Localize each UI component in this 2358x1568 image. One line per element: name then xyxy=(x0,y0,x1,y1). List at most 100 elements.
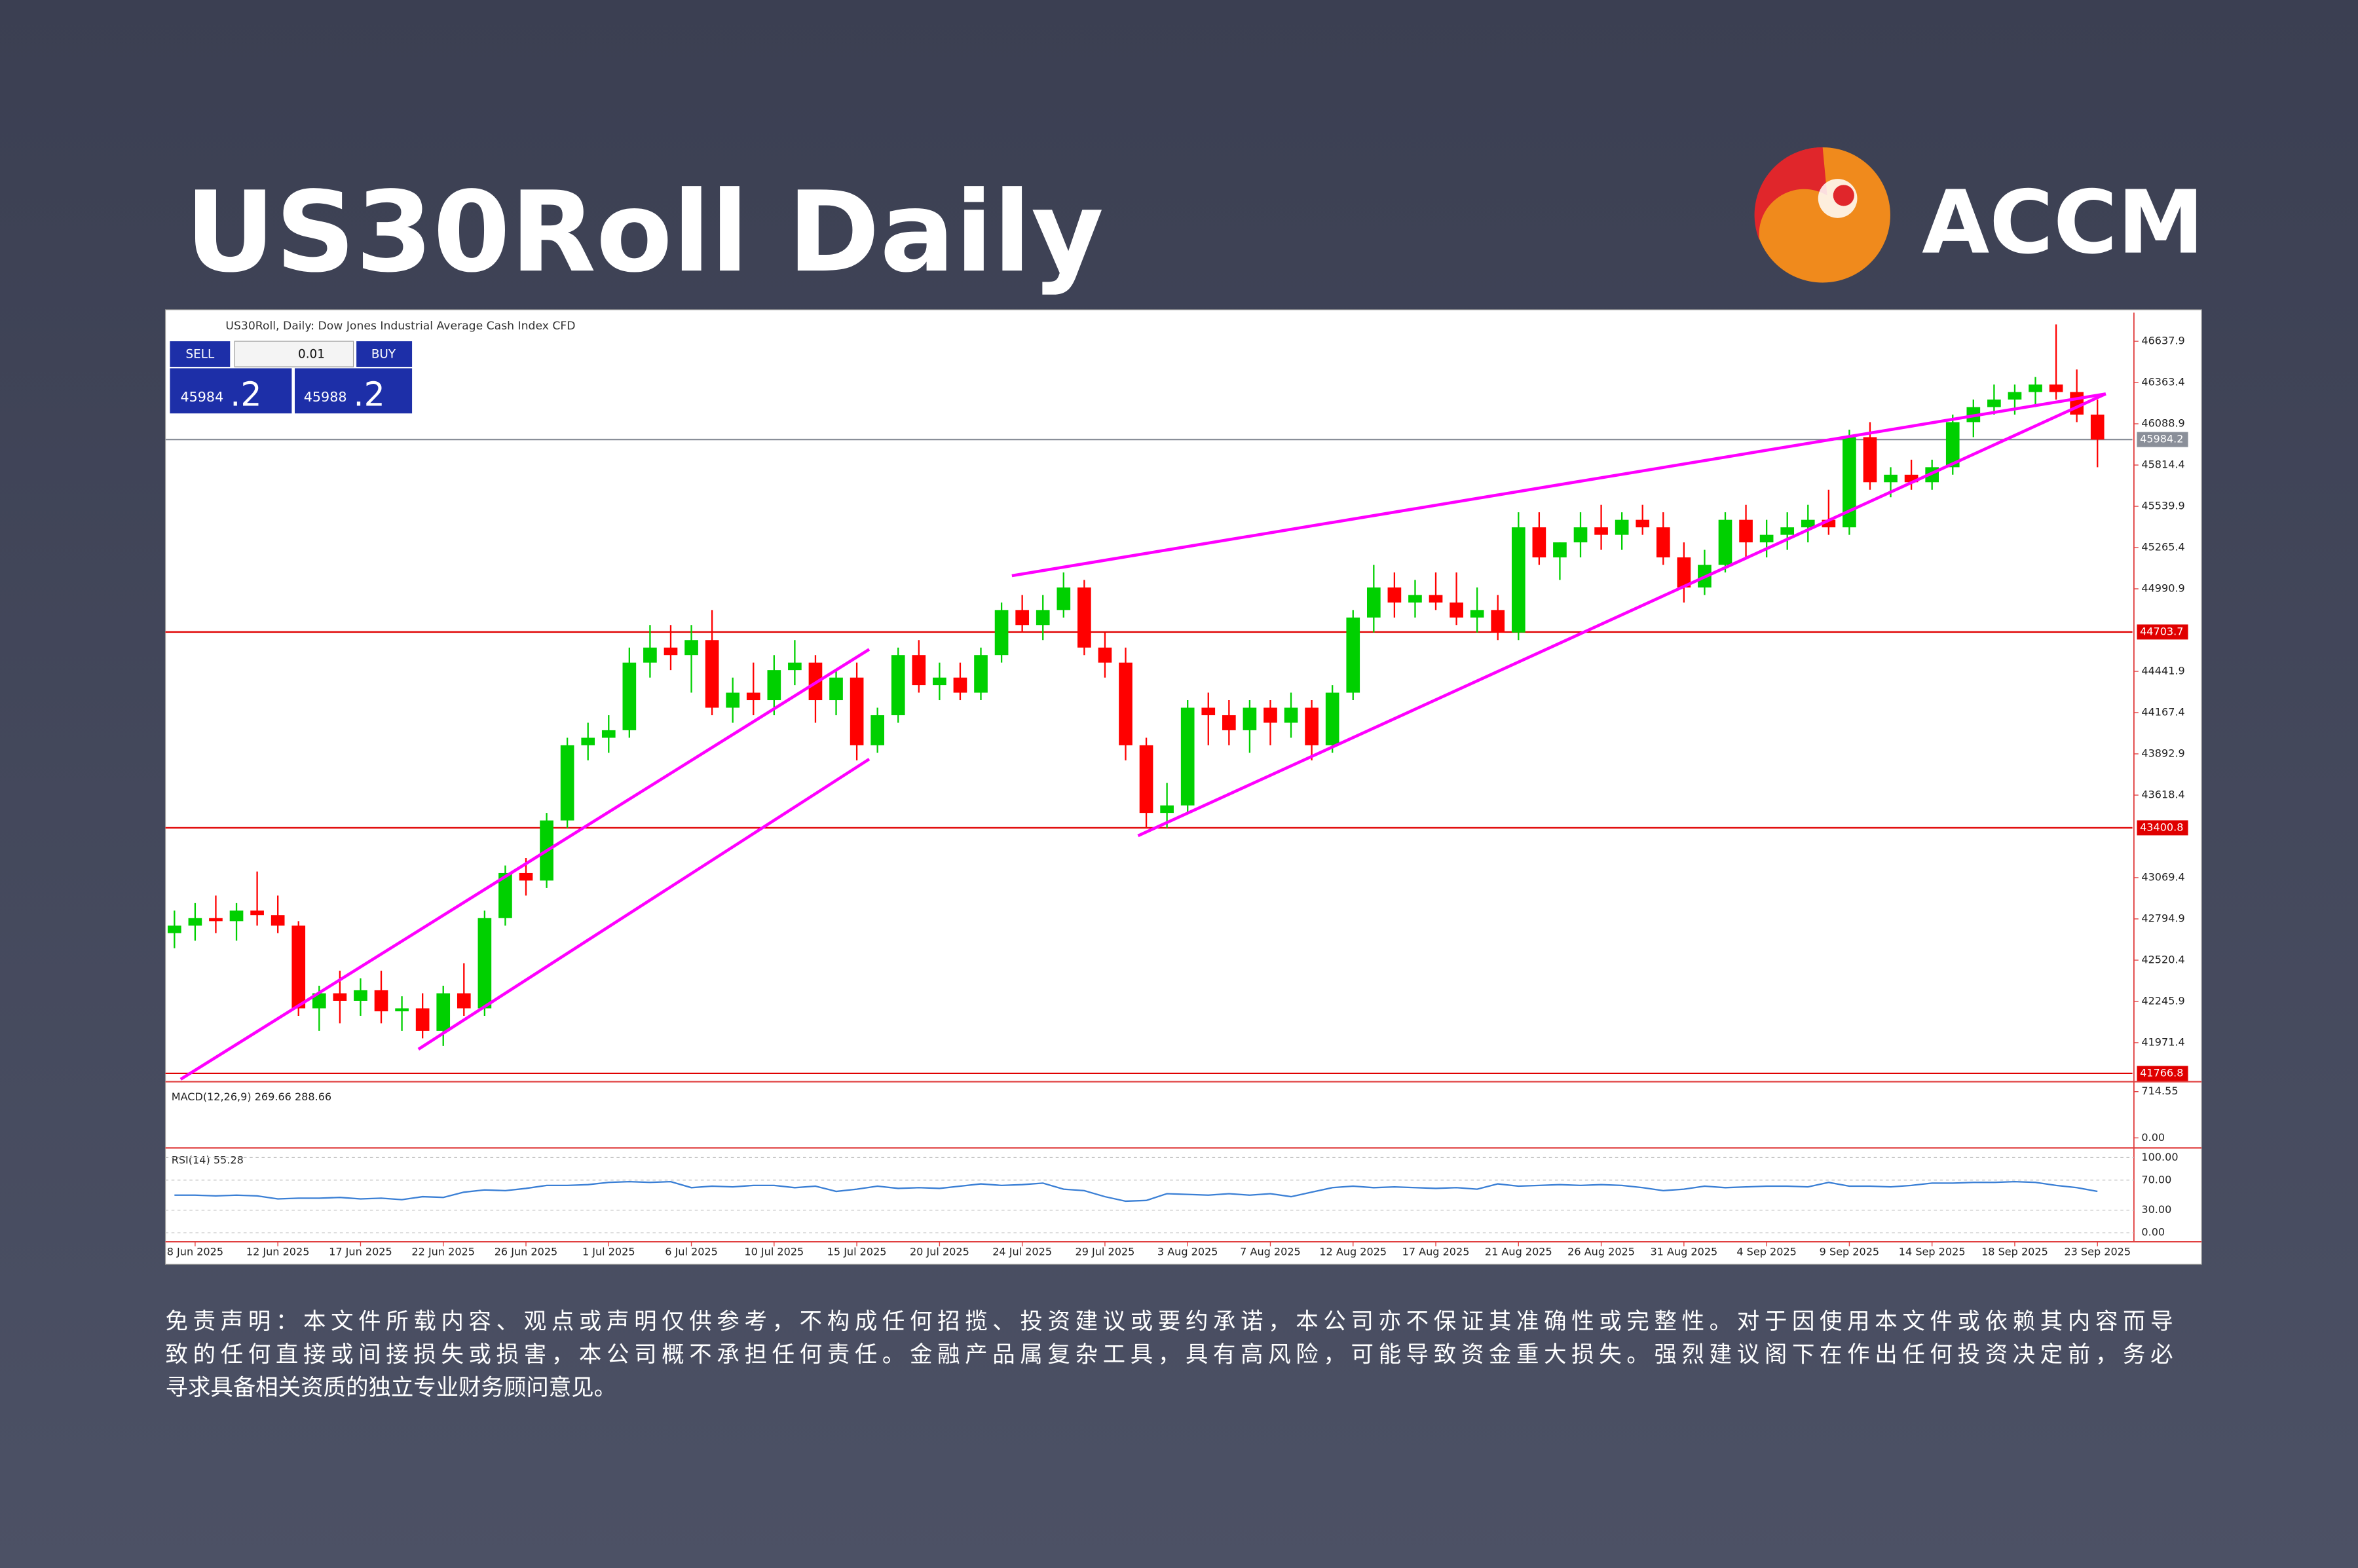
level-label: 43400.8 xyxy=(2140,821,2183,833)
candle-body xyxy=(1057,587,1071,610)
bid-price: 45984 xyxy=(181,389,224,405)
candle-body xyxy=(1511,527,1525,633)
x-tick-label: 6 Jul 2025 xyxy=(665,1245,718,1258)
candle-body xyxy=(1366,587,1381,618)
y-tick-label: 0.00 xyxy=(2141,1226,2165,1239)
candle-body xyxy=(684,640,698,656)
candle-body xyxy=(415,1008,430,1031)
y-tick-label: 46363.4 xyxy=(2141,376,2184,388)
x-tick-label: 31 Aug 2025 xyxy=(1650,1245,1717,1258)
x-tick-label: 29 Jul 2025 xyxy=(1076,1245,1135,1258)
candle-body xyxy=(1077,587,1091,648)
y-tick-label: 45539.9 xyxy=(2141,500,2184,512)
candle-body xyxy=(1305,707,1319,745)
logo xyxy=(1754,147,1890,283)
candle-body xyxy=(229,910,244,922)
x-tick-label: 21 Aug 2025 xyxy=(1485,1245,1552,1258)
x-tick-label: 10 Jul 2025 xyxy=(744,1245,804,1258)
y-tick-label: 44167.4 xyxy=(2141,705,2184,718)
candle-body xyxy=(498,872,512,918)
y-tick-label: 46088.9 xyxy=(2141,417,2184,430)
candle-body xyxy=(519,872,533,881)
bid-box xyxy=(170,368,292,414)
candle-body xyxy=(477,918,492,1009)
candle-body xyxy=(994,610,1009,656)
y-tick-label: 43618.4 xyxy=(2141,788,2184,800)
x-tick-label: 14 Sep 2025 xyxy=(1899,1245,1966,1258)
y-tick-label: 70.00 xyxy=(2141,1173,2171,1185)
candle-body xyxy=(1863,437,1877,483)
logo-text: ACCM xyxy=(1922,172,2204,274)
candle-body xyxy=(1801,519,1815,528)
candle-body xyxy=(1015,610,1029,625)
candle-body xyxy=(250,910,264,916)
y-tick-label: 43892.9 xyxy=(2141,747,2184,759)
y-tick-label: 42520.4 xyxy=(2141,953,2184,965)
x-tick-label: 20 Jul 2025 xyxy=(910,1245,969,1258)
candle-body xyxy=(1553,542,1567,558)
candle-body xyxy=(1491,610,1505,633)
buy-label[interactable]: BUY xyxy=(371,348,396,362)
bid-fraction: .2 xyxy=(230,375,261,414)
candle-body xyxy=(2008,392,2022,400)
macd-title: MACD(12,26,9) 269.66 288.66 xyxy=(172,1091,331,1103)
y-tick-label: 30.00 xyxy=(2141,1203,2171,1216)
lot-box[interactable] xyxy=(234,341,354,367)
y-tick-label: 0.00 xyxy=(2141,1131,2165,1144)
x-tick-label: 24 Jul 2025 xyxy=(992,1245,1052,1258)
x-tick-label: 26 Jun 2025 xyxy=(495,1245,558,1258)
candle-body xyxy=(312,993,326,1009)
level-label: 45984.2 xyxy=(2140,433,2183,445)
x-tick-label: 7 Aug 2025 xyxy=(1240,1245,1301,1258)
candle-body xyxy=(1904,474,1918,483)
candle-body xyxy=(1470,610,1484,618)
candle-body xyxy=(664,647,678,656)
x-tick-label: 23 Sep 2025 xyxy=(2064,1245,2131,1258)
candle-body xyxy=(829,677,843,701)
candle-body xyxy=(1739,519,1753,543)
candle-body xyxy=(1139,745,1153,813)
candle-body xyxy=(1594,527,1608,535)
candle-body xyxy=(188,918,202,926)
candle-body xyxy=(1656,527,1670,558)
y-tick-label: 45814.4 xyxy=(2141,458,2184,471)
candle-body xyxy=(726,692,740,708)
candle-body xyxy=(457,993,471,1009)
y-tick-label: 46637.9 xyxy=(2141,335,2184,347)
candle-body xyxy=(1884,474,1898,483)
level-label: 44703.7 xyxy=(2140,625,2183,637)
x-tick-label: 1 Jul 2025 xyxy=(582,1245,635,1258)
x-tick-label: 17 Jun 2025 xyxy=(329,1245,392,1258)
candle-body xyxy=(1160,805,1174,813)
candle-body xyxy=(1222,715,1236,730)
x-tick-label: 12 Aug 2025 xyxy=(1319,1245,1387,1258)
trendline xyxy=(1011,392,2106,578)
candle-body xyxy=(333,993,347,1001)
buy-button[interactable] xyxy=(356,341,413,367)
trade-panel: SELL 0.01 BUY 45984 .2 45988 .2 xyxy=(170,341,413,414)
y-tick-label: 42794.9 xyxy=(2141,912,2184,924)
candle-body xyxy=(374,990,388,1012)
level-label-box xyxy=(2137,432,2188,447)
candle-body xyxy=(1532,527,1546,558)
candle-body xyxy=(581,737,595,745)
candle-body xyxy=(1450,602,1463,618)
x-tick-label: 9 Sep 2025 xyxy=(1820,1245,1880,1258)
candle-body xyxy=(953,677,967,693)
level-label: 41766.8 xyxy=(2140,1066,2183,1079)
sell-button[interactable] xyxy=(170,341,231,367)
y-tick-label: 45265.4 xyxy=(2141,541,2184,553)
sell-label[interactable]: SELL xyxy=(185,348,214,362)
candle-body xyxy=(1119,662,1132,745)
candle-body xyxy=(2029,384,2042,392)
y-tick-label: 44441.9 xyxy=(2141,664,2184,677)
candle-body xyxy=(1987,400,2001,407)
candle-body xyxy=(1036,610,1050,625)
lot-size[interactable]: 0.01 xyxy=(298,348,325,362)
candle-body xyxy=(746,692,760,701)
y-tick-label: 44990.9 xyxy=(2141,582,2184,595)
ask-box xyxy=(295,368,413,414)
candle-body xyxy=(560,745,574,821)
candle-body xyxy=(1759,534,1774,543)
